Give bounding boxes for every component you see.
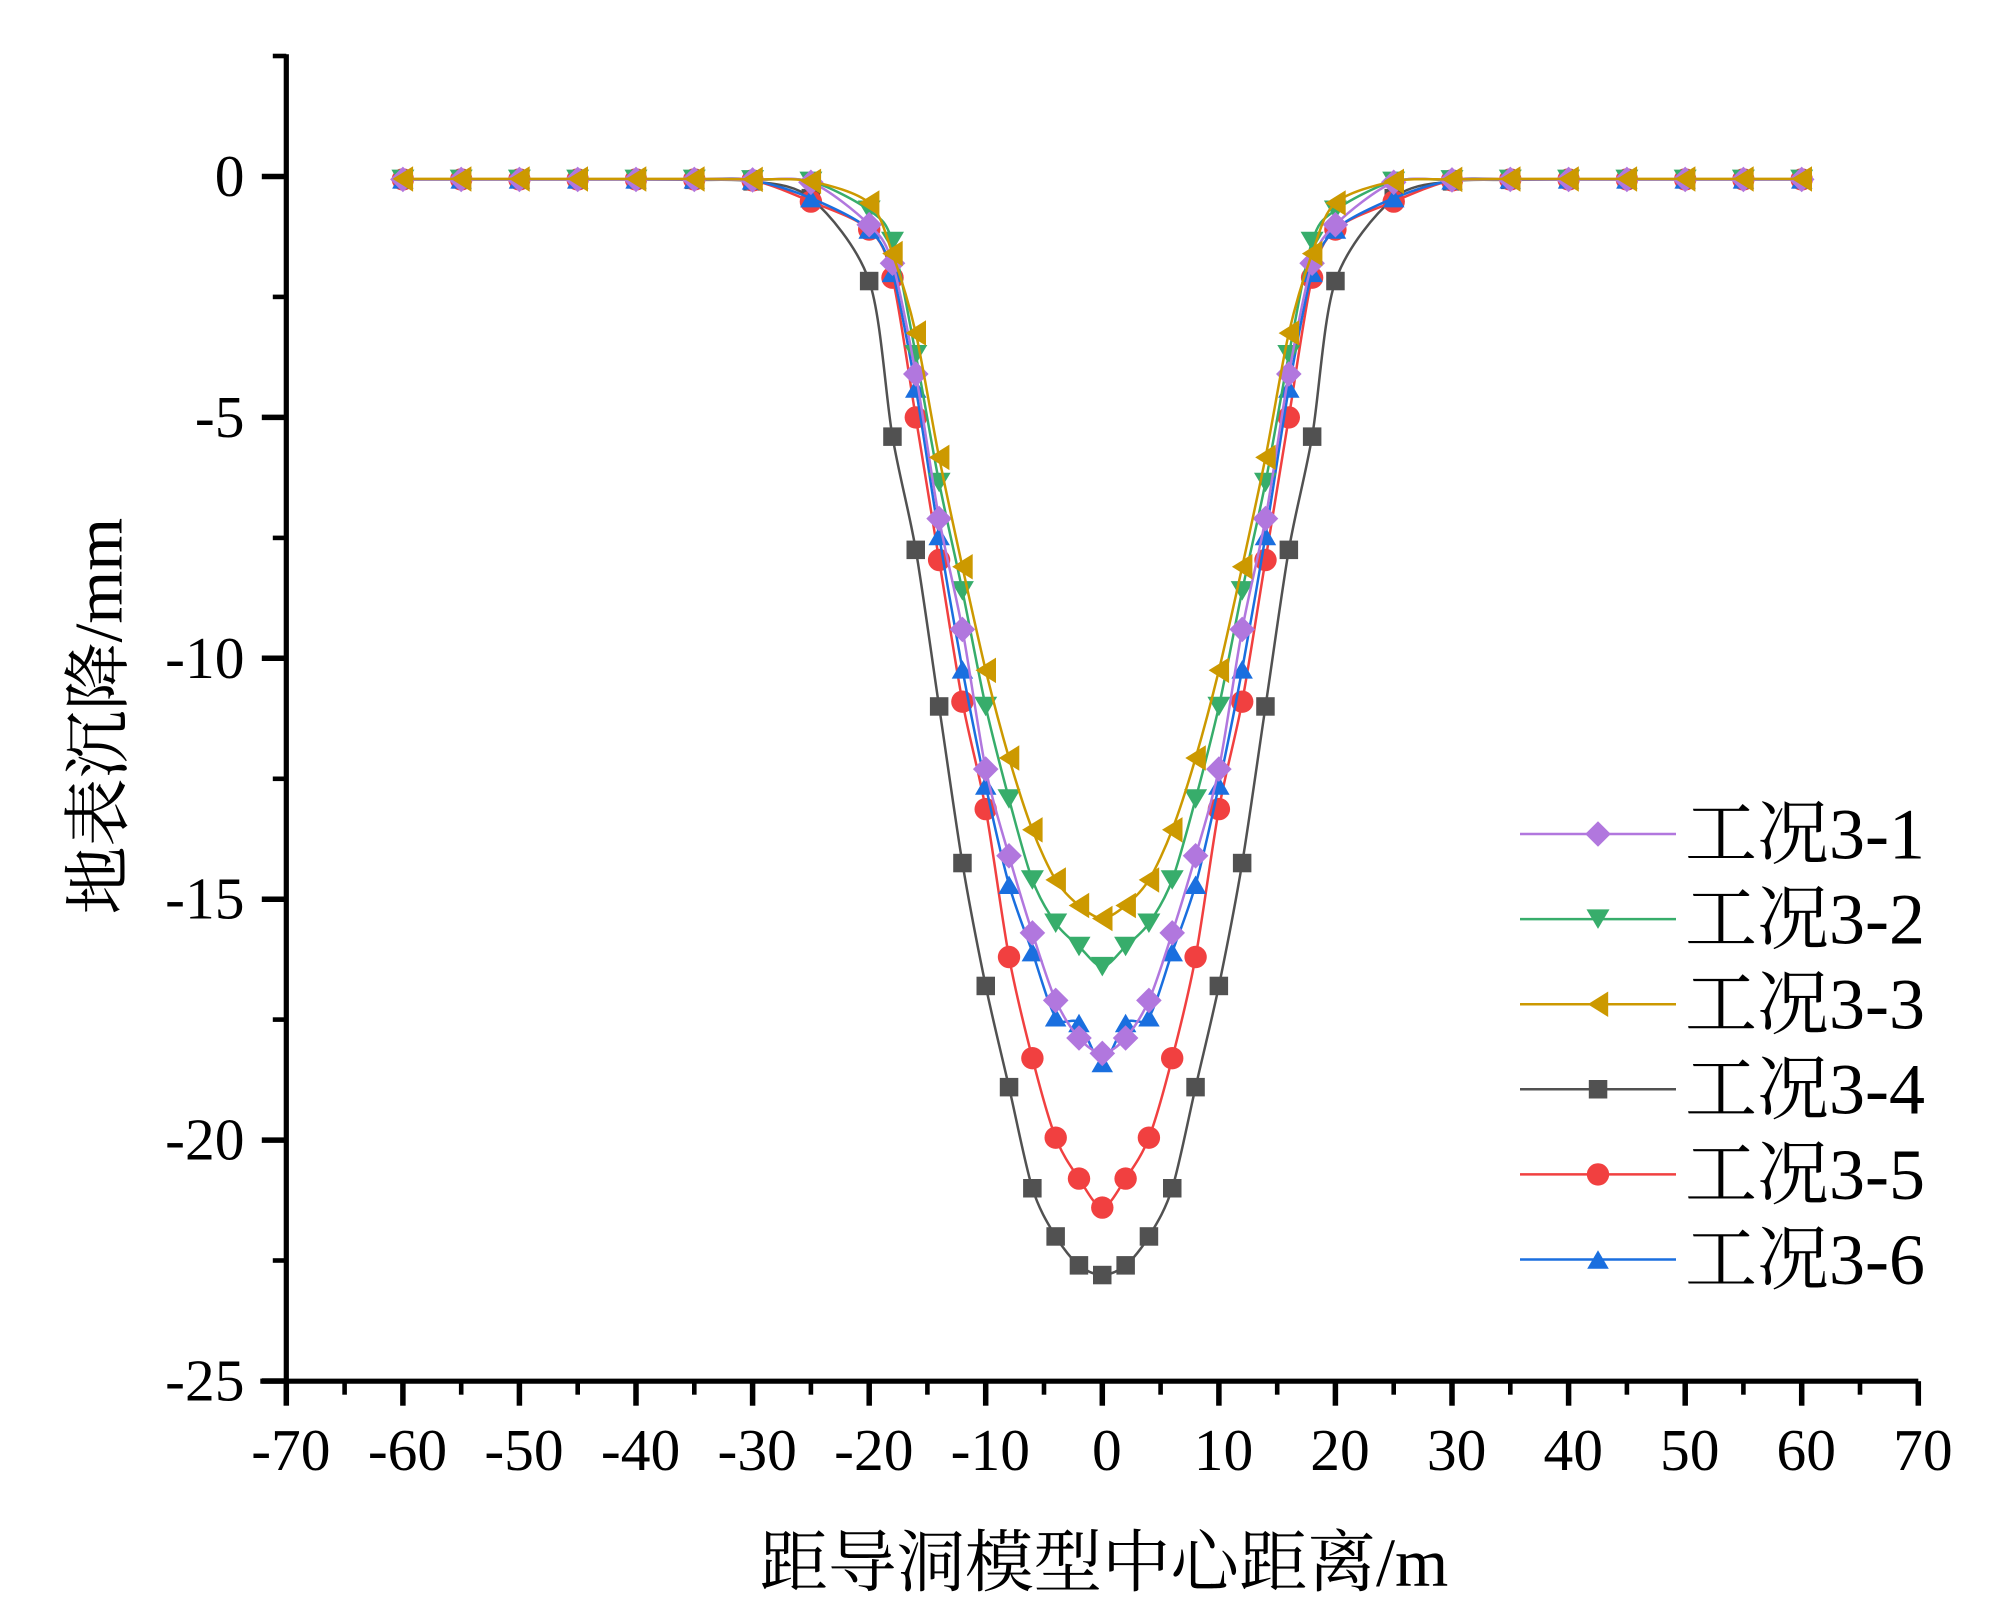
svg-text:30: 30: [1427, 1417, 1487, 1483]
svg-text:-10: -10: [165, 625, 244, 691]
svg-text:-15: -15: [165, 866, 244, 932]
svg-text:10: 10: [1194, 1417, 1254, 1483]
svg-text:-70: -70: [251, 1417, 330, 1483]
svg-text:-40: -40: [601, 1417, 680, 1483]
svg-text:-20: -20: [834, 1417, 913, 1483]
svg-text:-25: -25: [165, 1348, 244, 1414]
svg-text:-50: -50: [484, 1417, 563, 1483]
svg-text:3-5: 3-5: [1829, 1135, 1925, 1215]
svg-text:/mm: /mm: [61, 518, 137, 643]
svg-text:-30: -30: [718, 1417, 797, 1483]
svg-text:60: 60: [1777, 1417, 1837, 1483]
svg-text:40: 40: [1543, 1417, 1603, 1483]
svg-text:3-1: 3-1: [1829, 794, 1925, 874]
svg-text:-20: -20: [165, 1107, 244, 1173]
svg-text:-5: -5: [195, 384, 245, 450]
svg-text:3-2: 3-2: [1829, 880, 1925, 960]
svg-text:-60: -60: [368, 1417, 447, 1483]
svg-text:3-6: 3-6: [1829, 1220, 1925, 1300]
svg-text:70: 70: [1893, 1417, 1953, 1483]
svg-text:/m: /m: [1376, 1525, 1448, 1601]
svg-text:0: 0: [215, 143, 245, 209]
svg-text:20: 20: [1310, 1417, 1370, 1483]
svg-text:3-3: 3-3: [1829, 965, 1925, 1045]
svg-text:50: 50: [1660, 1417, 1720, 1483]
svg-text:-10: -10: [951, 1417, 1030, 1483]
svg-text:3-4: 3-4: [1829, 1050, 1925, 1130]
svg-text:0: 0: [1092, 1417, 1122, 1483]
